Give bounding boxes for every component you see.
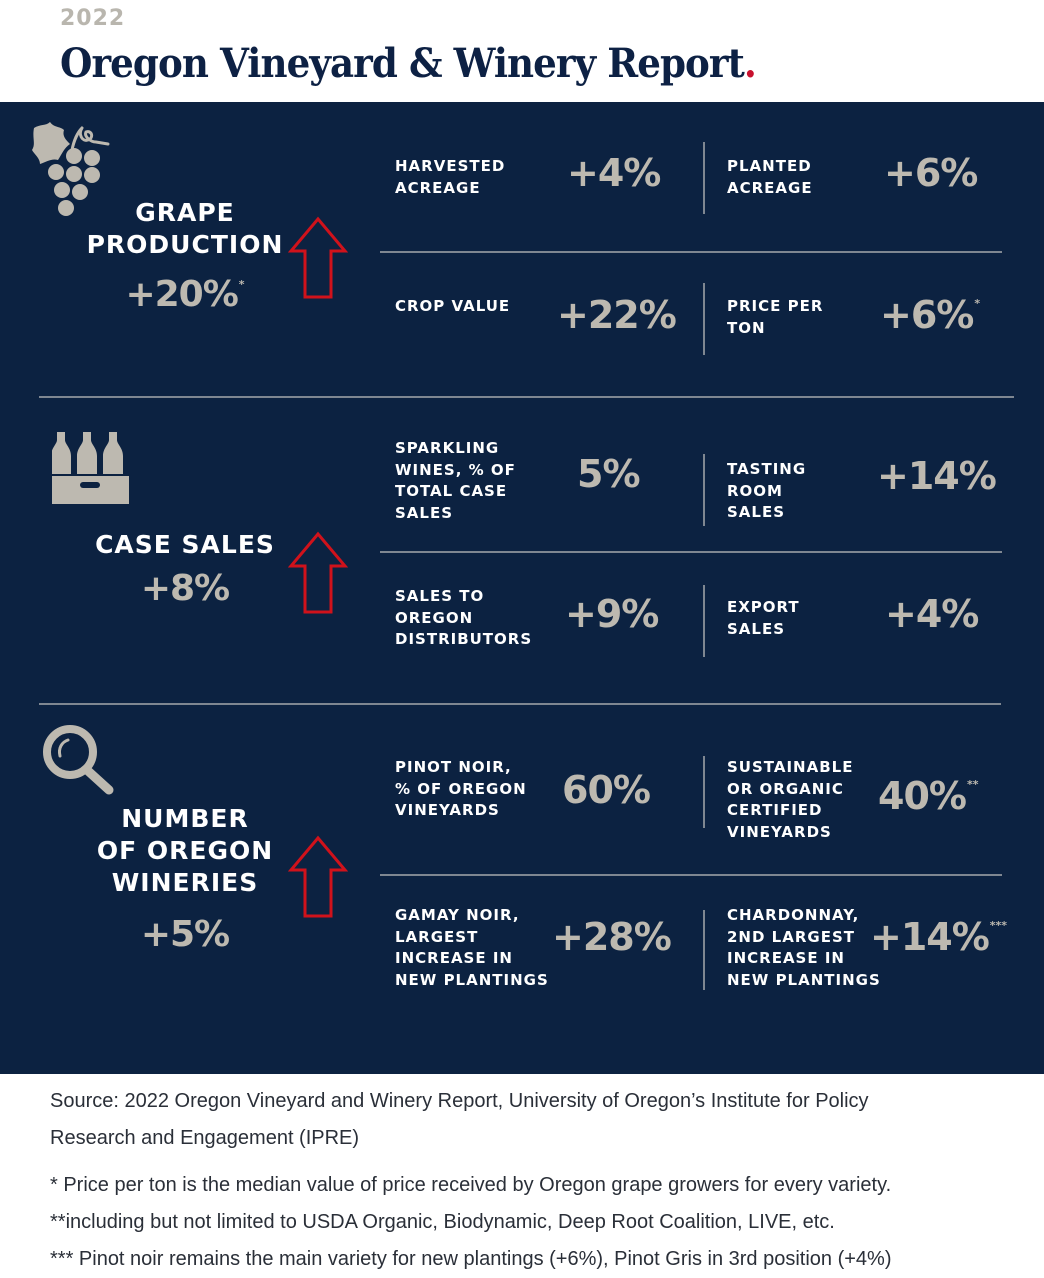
stat-value-sales-to-oregon-distributors: +9%: [565, 592, 659, 636]
divider-horizontal: [380, 551, 1002, 553]
stat-value-chardonnay: +14%***: [870, 915, 1008, 959]
report-title-text: Oregon Vineyard & Winery Report: [60, 40, 745, 87]
stat-label-harvested-acreage: HARVESTED ACREAGE: [395, 157, 506, 197]
section-divider: [39, 396, 1014, 398]
stat-value-export-sales: +4%: [885, 592, 979, 636]
grapes-icon: [30, 120, 112, 226]
divider-vertical: [703, 454, 705, 526]
stat-label-sparkling-wines: SPARKLING WINES, % OF TOTAL CASE SALES: [395, 439, 516, 522]
stat-label-chardonnay: CHARDONNAY, 2ND LARGEST INCREASE IN NEW …: [727, 906, 881, 989]
category-value-grape-production: +20%*: [125, 274, 245, 315]
magnifier-icon: [40, 722, 116, 802]
stat-label-gamay-noir: GAMAY NOIR, LARGEST INCREASE IN NEW PLAN…: [395, 906, 549, 989]
divider-vertical: [703, 585, 705, 657]
stat-label-sustainable-organic: SUSTAINABLE OR ORGANIC CERTIFIED VINEYAR…: [727, 758, 854, 841]
stat-value-sparkling-wines: 5%: [577, 452, 641, 496]
wine-case-icon: [51, 432, 130, 510]
title-red-dot: .: [743, 40, 757, 87]
stats-panel: GRAPE PRODUCTION +20%* HARVESTED ACREAGE…: [0, 102, 1044, 1074]
stat-value-planted-acreage: +6%: [884, 151, 978, 195]
stat-label-export-sales: EXPORT SALES: [727, 598, 800, 638]
up-arrow-icon: [287, 531, 349, 619]
category-title-number-of-wineries: NUMBER OF OREGON WINERIES: [96, 804, 274, 897]
stat-value-tasting-room-sales: +14%: [877, 454, 997, 498]
category-value-number-of-wineries: +5%: [140, 914, 230, 955]
divider-vertical: [703, 142, 705, 214]
category-value-case-sales: +8%: [140, 568, 230, 609]
category-title-grape-production: GRAPE PRODUCTION: [86, 198, 284, 259]
stat-label-planted-acreage: PLANTED ACREAGE: [727, 157, 813, 197]
stat-value-crop-value: +22%: [557, 293, 677, 337]
stat-value-price-per-ton: +6%*: [880, 293, 981, 337]
divider-horizontal: [380, 874, 1002, 876]
footnote-new-plantings: *** Pinot noir remains the main variety …: [50, 1248, 892, 1270]
stat-label-pinot-noir: PINOT NOIR, % OF OREGON VINEYARDS: [395, 758, 527, 819]
divider-horizontal: [380, 251, 1002, 253]
category-title-case-sales: CASE SALES: [95, 530, 275, 559]
stat-label-sales-to-oregon-distributors: SALES TO OREGON DISTRIBUTORS: [395, 587, 533, 648]
up-arrow-icon: [287, 835, 349, 923]
report-header: 2022 Oregon Vineyard & Winery Report.: [0, 0, 1044, 102]
stat-value-pinot-noir: 60%: [562, 768, 651, 812]
divider-vertical: [703, 283, 705, 355]
divider-vertical: [703, 756, 705, 828]
divider-vertical: [703, 910, 705, 990]
footnote-certifications: **including but not limited to USDA Orga…: [50, 1211, 835, 1233]
report-title: Oregon Vineyard & Winery Report.: [60, 40, 757, 87]
footnote-price-per-ton: * Price per ton is the median value of p…: [50, 1174, 892, 1196]
source-line-1: Source: 2022 Oregon Vineyard and Winery …: [50, 1090, 869, 1112]
up-arrow-icon: [287, 216, 349, 304]
stat-value-harvested-acreage: +4%: [567, 151, 661, 195]
stat-value-gamay-noir: +28%: [552, 915, 672, 959]
stat-label-price-per-ton: PRICE PER TON: [727, 297, 824, 337]
report-year: 2022: [60, 6, 126, 31]
source-footer: Source: 2022 Oregon Vineyard and Winery …: [50, 1083, 1020, 1278]
stat-label-tasting-room-sales: TASTING ROOM SALES: [727, 460, 807, 521]
section-divider: [39, 703, 1001, 705]
stat-label-crop-value: CROP VALUE: [395, 297, 511, 315]
stat-value-sustainable-organic: 40%**: [878, 774, 979, 818]
source-line-2: Research and Engagement (IPRE): [50, 1127, 360, 1149]
